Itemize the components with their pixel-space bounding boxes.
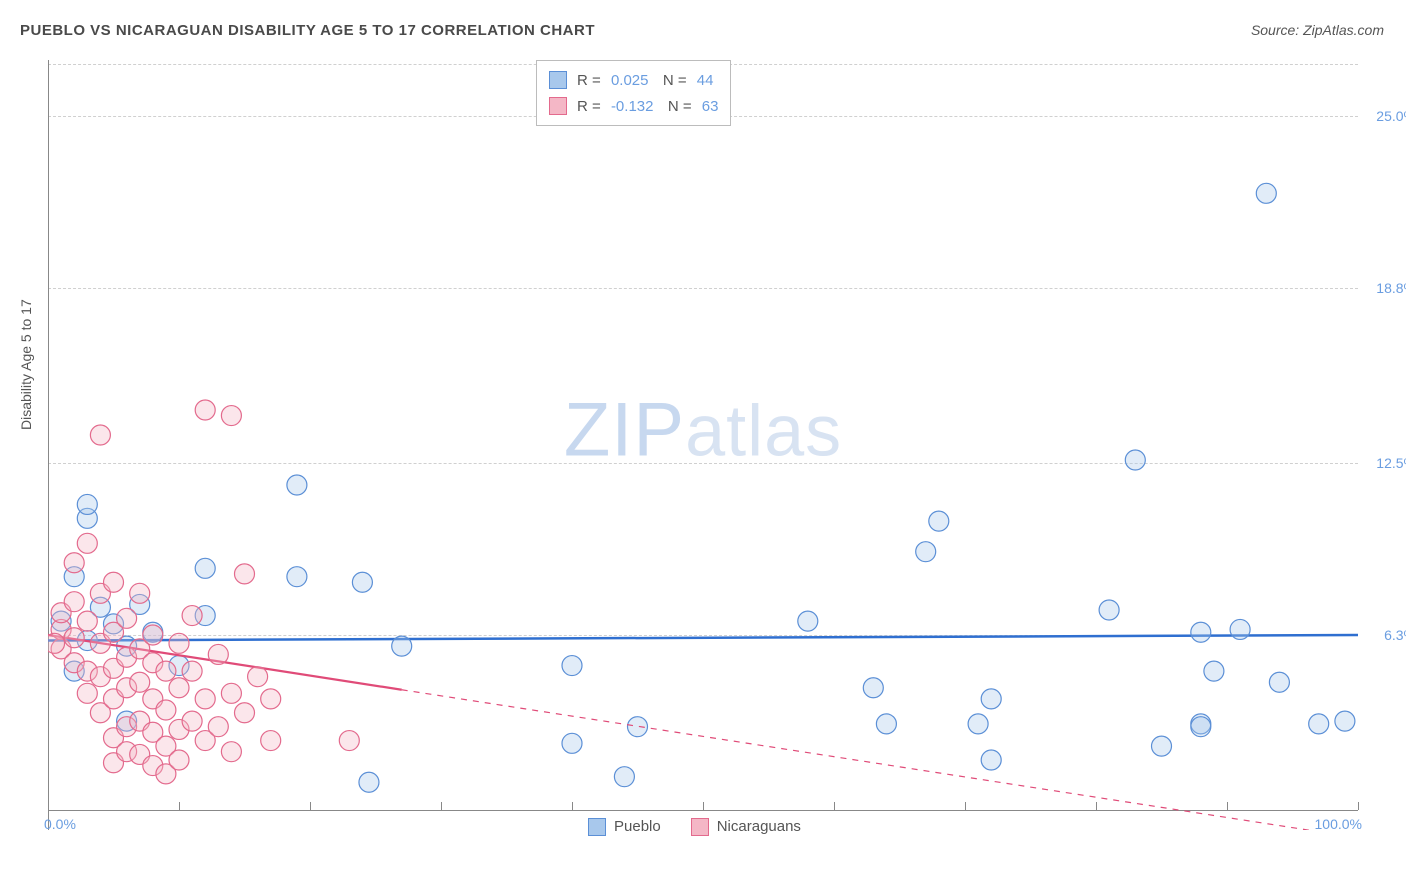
data-point-pueblo xyxy=(981,689,1001,709)
data-point-pueblo xyxy=(628,717,648,737)
legend-label-nicaraguans: Nicaraguans xyxy=(717,818,801,835)
data-point-nicaraguans xyxy=(48,633,65,653)
data-point-nicaraguans xyxy=(64,592,84,612)
data-point-nicaraguans xyxy=(261,731,281,751)
y-tick-label: 18.8% xyxy=(1376,280,1406,296)
data-point-pueblo xyxy=(562,656,582,676)
data-point-nicaraguans xyxy=(195,400,215,420)
data-point-pueblo xyxy=(287,475,307,495)
x-min-label: 0.0% xyxy=(44,816,76,832)
data-point-pueblo xyxy=(968,714,988,734)
r-value-pueblo: 0.025 xyxy=(611,72,649,89)
legend-row-nicaraguans: R = -0.132 N = 63 xyxy=(549,93,718,119)
data-point-pueblo xyxy=(916,542,936,562)
data-point-pueblo xyxy=(1191,622,1211,642)
data-point-pueblo xyxy=(1335,711,1355,731)
x-tick xyxy=(1358,802,1359,810)
n-value-pueblo: 44 xyxy=(697,72,714,89)
data-point-nicaraguans xyxy=(143,625,163,645)
data-point-pueblo xyxy=(1309,714,1329,734)
data-point-pueblo xyxy=(1191,717,1211,737)
data-point-nicaraguans xyxy=(221,742,241,762)
data-point-nicaraguans xyxy=(156,700,176,720)
data-point-nicaraguans xyxy=(117,608,137,628)
n-value-nicaraguans: 63 xyxy=(702,98,719,115)
data-point-pueblo xyxy=(863,678,883,698)
data-point-pueblo xyxy=(798,611,818,631)
chart-title: PUEBLO VS NICARAGUAN DISABILITY AGE 5 TO… xyxy=(20,22,595,39)
legend-correlation: R = 0.025 N = 44 R = -0.132 N = 63 xyxy=(536,60,731,126)
data-point-nicaraguans xyxy=(156,661,176,681)
legend-series: Pueblo Nicaraguans xyxy=(588,818,801,836)
legend-item-nicaraguans: Nicaraguans xyxy=(691,818,801,836)
data-point-nicaraguans xyxy=(90,425,110,445)
data-point-nicaraguans xyxy=(77,533,97,553)
data-point-nicaraguans xyxy=(339,731,359,751)
data-point-pueblo xyxy=(287,567,307,587)
data-point-pueblo xyxy=(1256,183,1276,203)
y-tick-label: 25.0% xyxy=(1376,108,1406,124)
legend-text-pueblo: R = 0.025 N = 44 xyxy=(577,72,713,89)
data-point-pueblo xyxy=(359,772,379,792)
data-point-nicaraguans xyxy=(77,683,97,703)
legend-swatch-bottom-pueblo xyxy=(588,818,606,836)
data-point-nicaraguans xyxy=(235,703,255,723)
r-value-nicaraguans: -0.132 xyxy=(611,98,654,115)
chart-container: PUEBLO VS NICARAGUAN DISABILITY AGE 5 TO… xyxy=(0,0,1406,892)
data-point-nicaraguans xyxy=(169,750,189,770)
data-point-nicaraguans xyxy=(130,672,150,692)
data-point-pueblo xyxy=(929,511,949,531)
data-point-nicaraguans xyxy=(64,628,84,648)
data-point-pueblo xyxy=(352,572,372,592)
legend-text-nicaraguans: R = -0.132 N = 63 xyxy=(577,98,718,115)
data-point-nicaraguans xyxy=(182,661,202,681)
y-tick-label: 6.3% xyxy=(1384,627,1406,643)
data-point-nicaraguans xyxy=(195,689,215,709)
data-point-nicaraguans xyxy=(248,667,268,687)
data-point-nicaraguans xyxy=(261,689,281,709)
data-point-nicaraguans xyxy=(235,564,255,584)
legend-swatch-bottom-nicaraguans xyxy=(691,818,709,836)
data-point-pueblo xyxy=(981,750,1001,770)
data-point-nicaraguans xyxy=(182,606,202,626)
data-point-nicaraguans xyxy=(64,553,84,573)
legend-item-pueblo: Pueblo xyxy=(588,818,661,836)
trend-line-pueblo xyxy=(48,635,1358,641)
data-point-nicaraguans xyxy=(182,711,202,731)
data-point-pueblo xyxy=(1099,600,1119,620)
source-label: Source: ZipAtlas.com xyxy=(1251,22,1384,38)
data-point-pueblo xyxy=(195,558,215,578)
data-point-pueblo xyxy=(1230,619,1250,639)
data-point-pueblo xyxy=(1125,450,1145,470)
trend-line-dashed-nicaraguans xyxy=(402,690,1358,830)
x-max-label: 100.0% xyxy=(1315,816,1362,832)
y-tick-label: 12.5% xyxy=(1376,455,1406,471)
data-point-nicaraguans xyxy=(221,406,241,426)
legend-swatch-nicaraguans xyxy=(549,97,567,115)
data-point-nicaraguans xyxy=(208,644,228,664)
data-point-nicaraguans xyxy=(221,683,241,703)
plot-svg xyxy=(48,60,1358,830)
data-point-pueblo xyxy=(392,636,412,656)
legend-row-pueblo: R = 0.025 N = 44 xyxy=(549,67,718,93)
data-point-pueblo xyxy=(876,714,896,734)
data-point-nicaraguans xyxy=(130,583,150,603)
data-point-nicaraguans xyxy=(77,611,97,631)
data-point-nicaraguans xyxy=(208,717,228,737)
data-point-nicaraguans xyxy=(104,572,124,592)
legend-label-pueblo: Pueblo xyxy=(614,818,661,835)
data-point-pueblo xyxy=(77,494,97,514)
chart-area: ZIPatlas R = 0.025 N = 44 R = -0.132 xyxy=(48,60,1358,830)
data-point-nicaraguans xyxy=(169,633,189,653)
y-axis-label: Disability Age 5 to 17 xyxy=(18,299,34,430)
data-point-pueblo xyxy=(614,767,634,787)
data-point-pueblo xyxy=(1269,672,1289,692)
data-point-pueblo xyxy=(1152,736,1172,756)
legend-swatch-pueblo xyxy=(549,71,567,89)
data-point-pueblo xyxy=(1204,661,1224,681)
data-point-nicaraguans xyxy=(169,678,189,698)
data-point-pueblo xyxy=(562,733,582,753)
